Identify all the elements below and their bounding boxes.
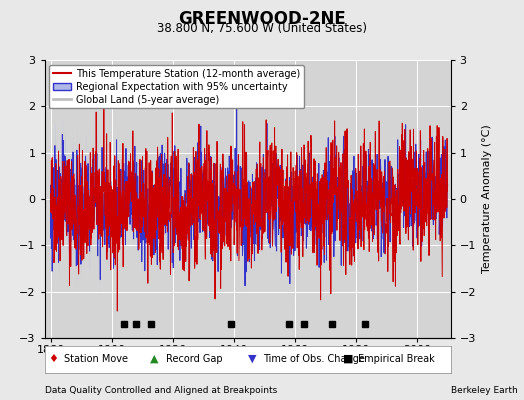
- Text: ■: ■: [343, 354, 354, 364]
- Text: Empirical Break: Empirical Break: [358, 354, 435, 364]
- Text: Berkeley Earth: Berkeley Earth: [451, 386, 517, 395]
- Text: ▼: ▼: [247, 354, 256, 364]
- Text: ♦: ♦: [49, 354, 59, 364]
- Text: ▲: ▲: [150, 354, 159, 364]
- Text: 38.800 N, 75.600 W (United States): 38.800 N, 75.600 W (United States): [157, 22, 367, 35]
- Text: Record Gap: Record Gap: [166, 354, 222, 364]
- Text: Station Move: Station Move: [64, 354, 128, 364]
- Text: GREENWOOD-2NE: GREENWOOD-2NE: [178, 10, 346, 28]
- Y-axis label: Temperature Anomaly (°C): Temperature Anomaly (°C): [482, 125, 492, 273]
- Text: Data Quality Controlled and Aligned at Breakpoints: Data Quality Controlled and Aligned at B…: [45, 386, 277, 395]
- Text: Time of Obs. Change: Time of Obs. Change: [263, 354, 365, 364]
- Legend: This Temperature Station (12-month average), Regional Expectation with 95% uncer: This Temperature Station (12-month avera…: [49, 65, 304, 108]
